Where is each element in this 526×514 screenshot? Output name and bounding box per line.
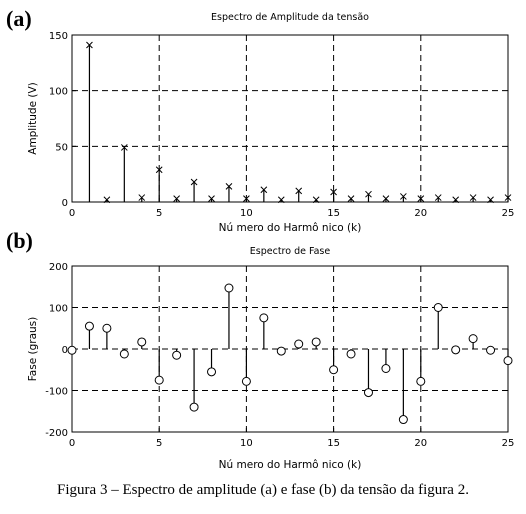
chart-b-stem-marker [276,346,286,356]
chart-b-stem-marker [67,345,77,355]
chart-b-xtick-label: 0 [69,438,75,449]
chart-b-stem-marker [154,375,164,385]
chart-a-stem-marker [434,194,442,201]
chart-b-stem-marker [433,303,443,312]
chart-a-stem-marker [243,195,250,203]
chart-a-ytick-label: 50 [55,142,68,153]
chart-a-xtick-label: 20 [414,208,427,219]
chart-b-x-axis-label: Nú mero do Harmô nico (k) [219,459,362,471]
chart-a-stem-marker [330,188,337,196]
chart-a-ytick-label: 100 [49,87,68,98]
chart-b-stem-marker [346,349,356,359]
chart-b-stem-marker [451,345,461,355]
chart-a-xtick-label: 0 [69,208,75,219]
chart-a-stem-marker [487,196,494,204]
chart-b-stem-marker [119,349,129,359]
chart-a-stem-marker [277,196,285,204]
chart-b-panel-letter: (b) [6,228,33,253]
chart-a-xtick-label: 25 [502,208,515,219]
chart-a-y-axis-label: Amplitude (V) [27,82,39,155]
chart-a-stem-marker [382,195,390,203]
chart-a-xtick-label: 10 [240,208,253,219]
chart-a-stem-marker [155,166,163,174]
chart-b-ytick-label: 200 [49,262,68,273]
figure-caption: Figura 3 – Espectro de amplitude (a) e f… [57,482,469,498]
chart-a-stem-marker [452,196,460,204]
chart-b-stem-marker [207,367,217,377]
chart-b-xtick-label: 10 [240,438,253,449]
chart-b-stem-marker [416,376,426,386]
chart-a-xtick-label: 5 [156,208,162,219]
chart-a-x-axis-label: Nú mero do Harmô nico (k) [219,222,362,234]
chart-a-stem-marker [190,178,198,186]
chart-a-stem-marker [312,196,320,204]
chart-b-stem-marker [363,388,373,398]
chart-a-stem-marker [469,194,477,201]
chart-b-stem-marker [311,337,321,347]
chart-b-ytick-label: 0 [62,345,68,356]
chart-b-ytick-label: -100 [45,387,68,398]
chart-b-stem-marker [102,323,112,333]
chart-a-ytick-label: 0 [62,198,68,209]
chart-a-stem-marker [347,195,355,203]
chart-b-stem-marker [137,337,147,347]
chart-b-stem-marker [172,350,182,360]
chart-b-stem-marker [189,402,199,412]
chart-a-stem-marker [138,194,146,201]
chart-a-ytick-label: 150 [49,31,68,42]
chart-a-panel-letter: (a) [6,6,32,31]
chart-b-xtick-label: 20 [414,438,427,449]
chart-a-stem-marker [295,187,303,195]
chart-b-ytick-label: -200 [45,428,68,439]
chart-a-stem-marker [86,41,93,49]
chart-a-stem-marker [173,195,180,203]
chart-a-stem-marker [120,144,128,151]
chart-b-xtick-label: 15 [327,438,340,449]
chart-b-stem-marker [84,321,94,331]
chart-b-xtick-label: 25 [502,438,515,449]
chart-b-title: Espectro de Fase [250,246,331,257]
chart-a-stem-marker [504,194,512,201]
chart-b-xtick-label: 5 [156,438,162,449]
chart-a-stem-marker [225,183,233,190]
chart-a-stem-marker [417,195,425,203]
chart-a-title: Espectro de Amplitude da tensão [211,12,369,23]
chart-b-stem-marker [486,345,496,355]
chart-a-stem-marker [400,193,407,200]
chart-b-stem-marker [398,415,408,425]
chart-b-stem-marker [224,283,234,293]
chart-a-stem-marker [365,190,372,198]
chart-b-stem-marker [503,356,513,366]
chart-b-ytick-label: 100 [49,304,68,315]
chart-b-stem-marker [259,313,269,323]
chart-a-xtick-label: 15 [327,208,340,219]
chart-b-stem-marker [294,339,304,349]
chart-a-stem-marker [103,196,111,204]
chart-b-y-axis-label: Fase (graus) [27,317,39,382]
chart-a-stem-marker [260,186,268,194]
chart-a-plot-frame [71,34,509,203]
chart-a-stem-marker [208,195,215,203]
chart-b-stem-marker [468,334,478,344]
chart-b-stem-marker [241,376,251,386]
chart-b-stem-marker [329,365,339,375]
chart-b-stem-marker [381,364,391,374]
